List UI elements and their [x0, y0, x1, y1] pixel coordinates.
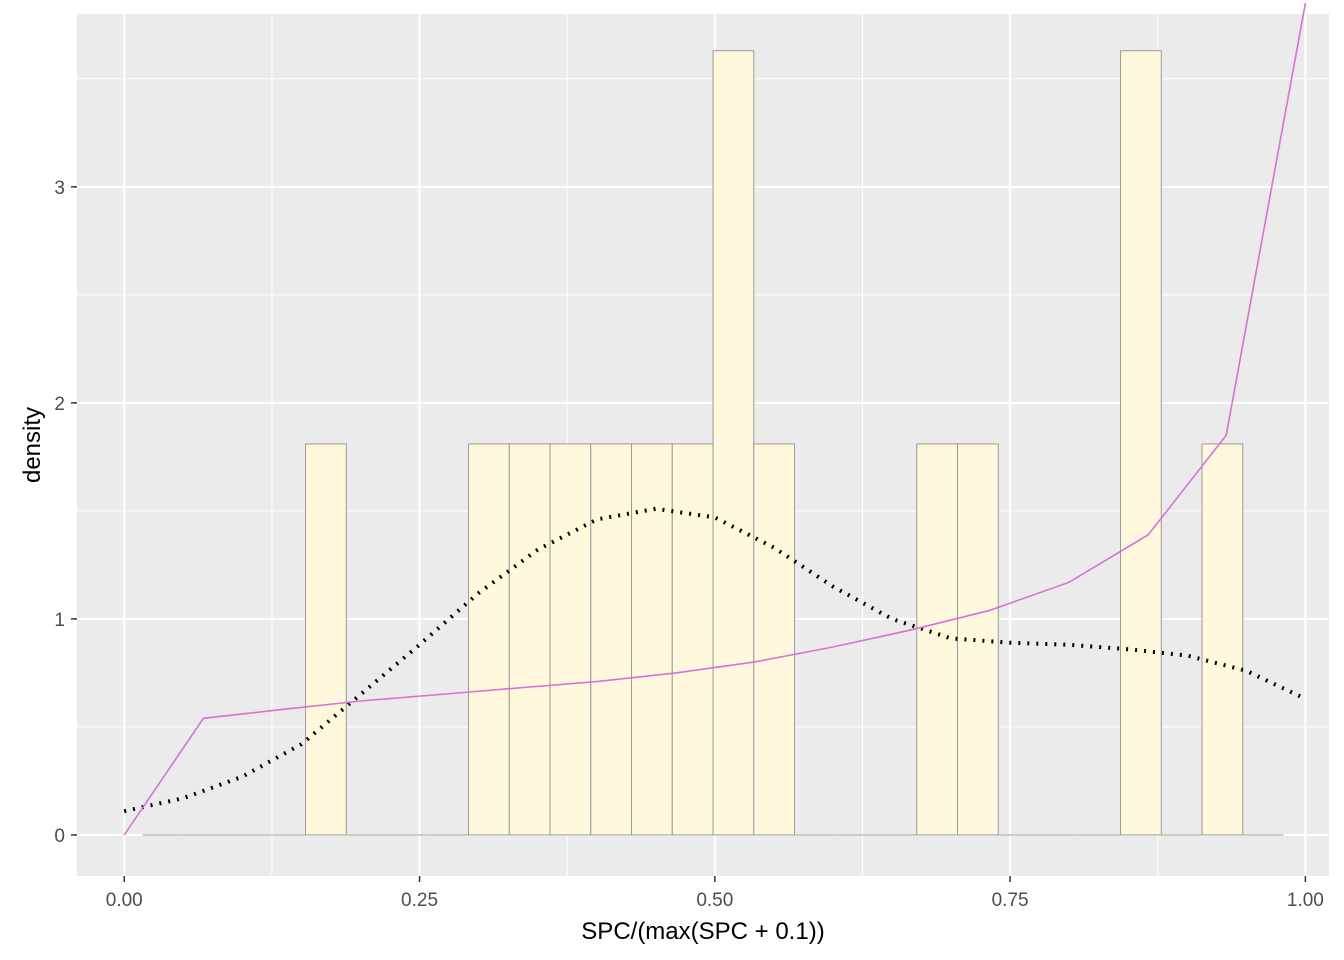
histogram-bar [468, 443, 510, 836]
y-tick-label: 2 [54, 394, 65, 415]
histogram-bar [753, 443, 796, 836]
histogram-bar [508, 443, 551, 836]
x-tick-label: 0.75 [992, 890, 1029, 911]
density-curve-dotted [123, 506, 1307, 814]
histogram-bar [671, 443, 714, 836]
histogram-bar [590, 443, 633, 836]
histogram-bar [631, 443, 673, 836]
histogram-bar [712, 50, 755, 836]
y-tick-label: 0 [54, 826, 65, 847]
density-curve-solid [123, 3, 1307, 836]
x-tick-label: 0.25 [401, 890, 438, 911]
y-tick-label: 3 [54, 178, 65, 199]
x-tick-label: 0.00 [106, 890, 143, 911]
x-tick-label: 1.00 [1287, 890, 1324, 911]
y-tick-label: 1 [54, 610, 65, 631]
histogram-bar [957, 443, 999, 836]
y-axis-ticks: 0 1 2 3 [54, 178, 77, 847]
histogram-bar [549, 443, 592, 836]
histogram-bars [142, 50, 1284, 836]
y-axis-title: density [19, 407, 46, 483]
histogram-bar [1120, 50, 1162, 836]
histogram-bar [916, 443, 959, 836]
x-axis-ticks: 0.00 0.25 0.50 0.75 1.00 [106, 876, 1324, 911]
x-tick-label: 0.50 [696, 890, 733, 911]
histogram-bar [305, 443, 347, 836]
x-axis-title: SPC/(max(SPC + 0.1)) [581, 918, 824, 945]
histogram-bar [1201, 443, 1244, 836]
density-lines [123, 3, 1307, 836]
